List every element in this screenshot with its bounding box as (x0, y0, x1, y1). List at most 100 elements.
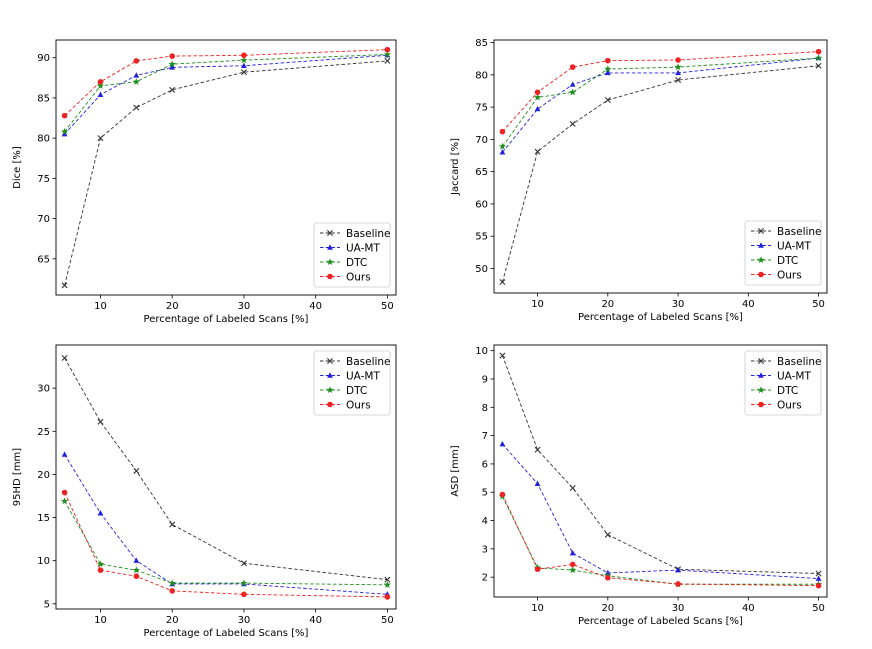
data-point (605, 57, 611, 64)
data-point (499, 149, 506, 155)
series-line (502, 57, 819, 147)
y-tick-label: 70 (37, 214, 50, 225)
legend-box (744, 350, 822, 416)
data-point (675, 566, 681, 573)
data-point (569, 561, 576, 568)
plot-frame (55, 344, 397, 610)
y-axis-label: 95HD [mm] (12, 448, 23, 507)
x-tick-label: 40 (742, 603, 755, 614)
legend-label: Baseline (777, 356, 822, 368)
legend-box (313, 222, 391, 288)
y-tick-label: 4 (482, 516, 488, 527)
plot-frame (493, 39, 828, 294)
legend-item: Baseline (320, 228, 391, 240)
series-line (501, 65, 819, 283)
x-tick-label: 40 (742, 299, 755, 310)
data-point (499, 352, 506, 359)
legend: Baseline UA-MT DTC Ours (744, 220, 822, 286)
data-point (241, 591, 247, 598)
y-tick-label: 5 (482, 488, 488, 499)
legend-label: Ours (777, 400, 802, 412)
legend-item: Baseline (751, 356, 822, 368)
y-tick-label: 55 (475, 232, 488, 243)
legend-label: Baseline (346, 356, 391, 368)
data-point (97, 135, 104, 142)
legend-label: Ours (346, 272, 371, 284)
data-point (534, 148, 541, 155)
legend-label: DTC (346, 257, 367, 269)
data-point (384, 576, 391, 583)
data-point (534, 105, 541, 112)
data-point (61, 354, 68, 361)
x-axis-label: Percentage of Labeled Scans [%] (144, 314, 309, 325)
data-point (60, 127, 69, 135)
series-line (502, 443, 819, 580)
series-line (64, 492, 388, 598)
series-line (64, 357, 388, 581)
legend-label: Baseline (777, 226, 822, 238)
data-point (133, 58, 140, 64)
data-point (169, 86, 176, 93)
y-tick-label: 15 (37, 513, 50, 524)
data-point (133, 72, 140, 78)
data-point (97, 567, 104, 573)
data-point (604, 65, 612, 73)
data-point (499, 128, 506, 135)
x-tick-label: 30 (672, 299, 685, 310)
data-point (384, 46, 391, 53)
y-tick-label: 50 (475, 264, 488, 275)
data-point (534, 446, 541, 453)
series-line (502, 51, 819, 132)
data-point (241, 62, 247, 68)
data-point (169, 588, 176, 594)
legend-item: DTC (320, 385, 367, 397)
data-point (533, 93, 542, 101)
data-point (169, 64, 176, 70)
plot-frame (493, 344, 828, 598)
x-tick-label: 10 (531, 603, 544, 614)
y-tick-label: 65 (475, 167, 488, 178)
legend-item: Baseline (320, 356, 391, 368)
legend-label: DTC (346, 385, 367, 397)
data-point (383, 581, 392, 588)
x-axis-label: Percentage of Labeled Scans [%] (578, 312, 743, 323)
y-tick-label: 60 (475, 199, 488, 210)
x-tick-label: 50 (381, 301, 394, 312)
plot-frame (55, 39, 397, 296)
data-point (133, 467, 140, 474)
data-point (569, 81, 576, 87)
y-tick-label: 8 (482, 403, 488, 414)
data-point (168, 60, 176, 68)
legend-item: DTC (320, 257, 367, 269)
series-dtc (60, 50, 392, 135)
series-ua-mt (499, 440, 822, 581)
x-tick-label: 50 (381, 615, 394, 626)
data-point (240, 560, 247, 567)
y-tick-label: 85 (37, 93, 50, 104)
chart-panel-1: 10 20 30 40 50 65 70 75 80 85 90 Percentage of Labe… (12, 39, 397, 325)
data-point (569, 64, 576, 70)
data-point (96, 560, 105, 568)
data-point (604, 69, 611, 76)
legend-item: Ours (751, 400, 802, 412)
legend-item: DTC (751, 385, 798, 397)
legend-item: Ours (751, 270, 802, 282)
y-tick-label: 75 (37, 174, 50, 185)
data-point (61, 282, 68, 289)
series-line (64, 500, 388, 586)
data-point (240, 56, 248, 64)
data-point (169, 521, 176, 528)
x-tick-label: 10 (94, 301, 107, 312)
series-line (502, 494, 819, 587)
data-point (61, 451, 68, 457)
data-point (61, 112, 68, 119)
data-point (498, 142, 507, 150)
y-axis-label: Dice [%] (12, 146, 23, 189)
data-point (97, 418, 104, 425)
y-tick-label: 7 (482, 431, 488, 442)
legend-label: Ours (346, 400, 371, 412)
chart-panel-3: 10 20 30 40 50 5 10 15 20 25 30 Percentage of Label… (12, 344, 397, 639)
y-tick-label: 5 (44, 599, 50, 610)
data-point (569, 566, 577, 574)
